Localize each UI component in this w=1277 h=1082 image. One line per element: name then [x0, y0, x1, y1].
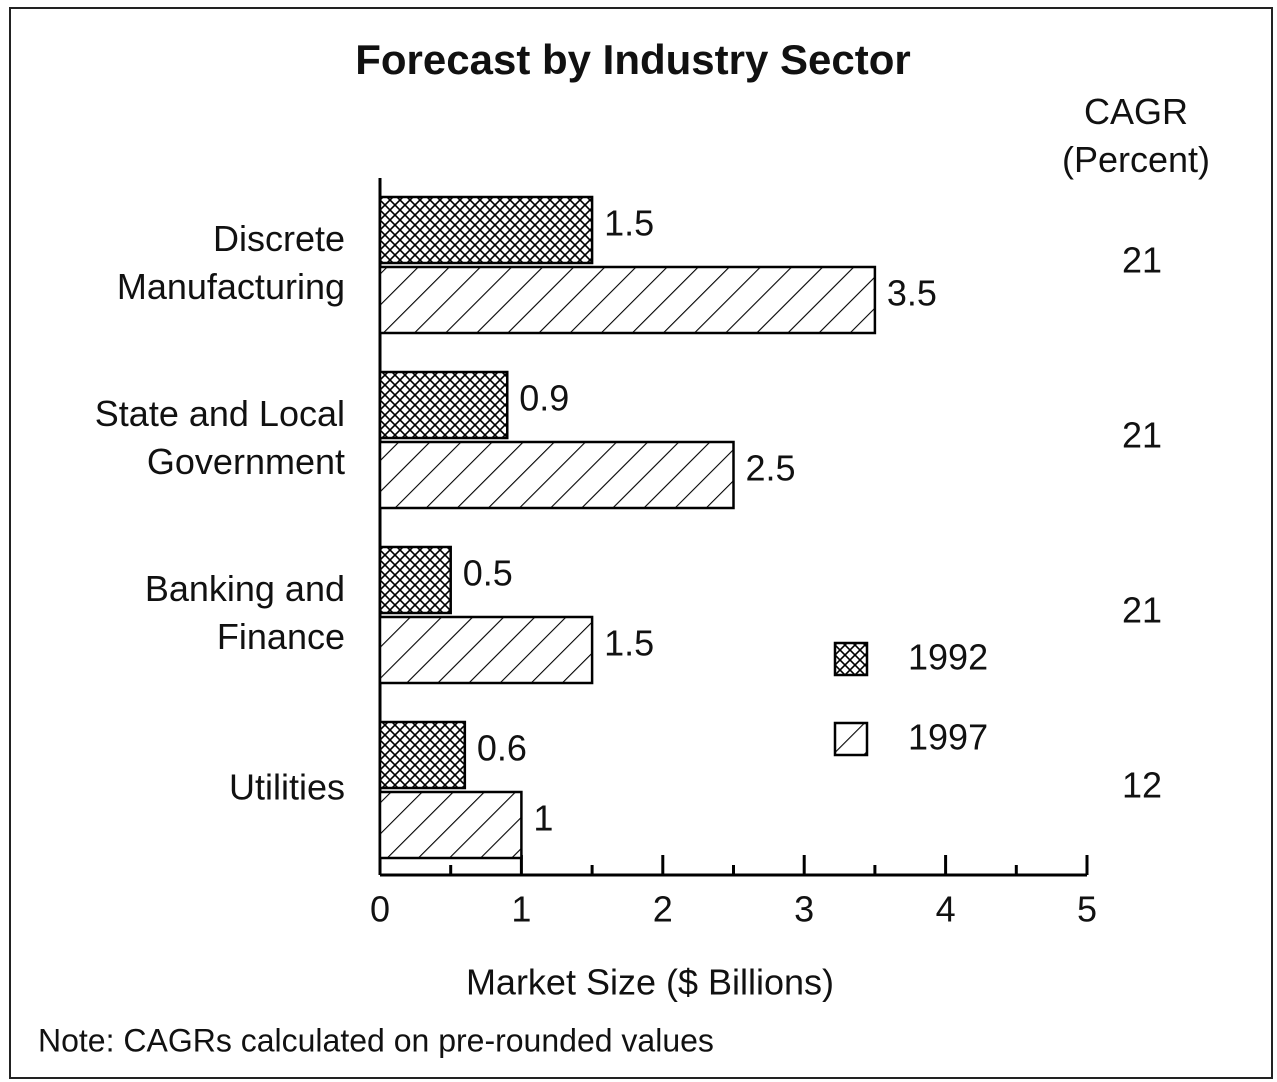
legend-swatch [833, 721, 869, 757]
value-label: 1.5 [604, 623, 654, 664]
value-label: 0.6 [477, 728, 527, 769]
value-label: 1.5 [604, 203, 654, 244]
side-header: CAGR (Percent) [1062, 91, 1210, 180]
bar [378, 265, 877, 335]
x-tick-label: 4 [936, 889, 956, 930]
bar [378, 790, 523, 860]
category-label: Discrete Manufacturing [117, 218, 345, 307]
x-axis-label: Market Size ($ Billions) [466, 962, 834, 1003]
x-tick-label: 2 [653, 889, 673, 930]
category-label: Utilities [229, 767, 345, 808]
note: Note: CAGRs calculated on pre-rounded va… [38, 1022, 714, 1058]
bar [378, 370, 509, 440]
value-label: 2.5 [746, 448, 796, 489]
bar [378, 615, 594, 685]
category-label: Banking and Finance [145, 568, 345, 657]
bar [378, 195, 594, 265]
side-value: 12 [1122, 765, 1162, 806]
category-label: State and Local Government [95, 393, 345, 482]
side-value: 21 [1122, 590, 1162, 631]
x-tick-label: 1 [511, 889, 531, 930]
value-label: 3.5 [887, 273, 937, 314]
side-value: 21 [1122, 240, 1162, 281]
x-tick-label: 5 [1077, 889, 1097, 930]
chart-title: Forecast by Industry Sector [355, 36, 911, 83]
value-label: 0.5 [463, 553, 513, 594]
legend-swatch [833, 641, 869, 677]
legend-label: 1992 [908, 637, 988, 678]
value-label: 0.9 [519, 378, 569, 419]
bar [378, 440, 735, 510]
x-tick-label: 0 [370, 889, 390, 930]
value-label: 1 [533, 798, 553, 839]
side-value: 21 [1122, 415, 1162, 456]
frame [9, 7, 1273, 1079]
legend-label: 1997 [908, 717, 988, 758]
bar [378, 545, 452, 615]
bar [378, 720, 467, 790]
x-tick-label: 3 [794, 889, 814, 930]
